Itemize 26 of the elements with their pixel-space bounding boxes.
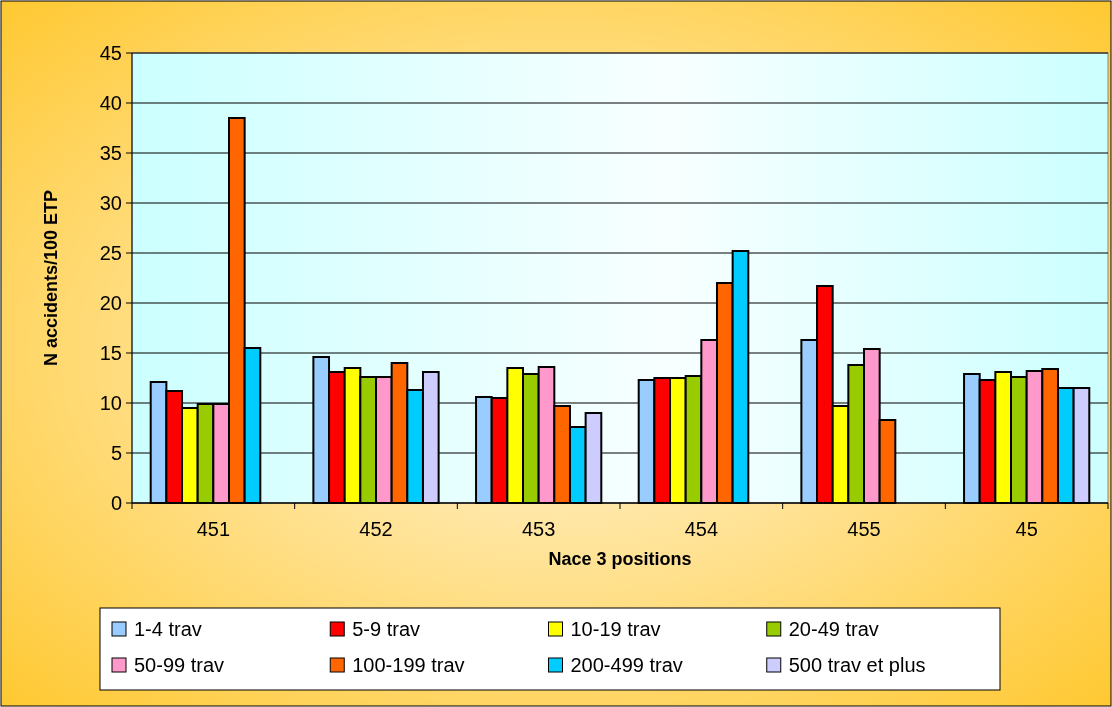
legend-label: 500 trav et plus	[788, 654, 926, 676]
legend-label: 200-499 trav	[570, 654, 683, 676]
y-tick-label: 35	[99, 142, 122, 164]
y-tick-label: 15	[99, 342, 122, 364]
y-tick-label: 45	[99, 42, 122, 64]
y-tick-label: 40	[99, 92, 122, 114]
y-tick-label: 0	[110, 492, 122, 514]
y-tick-label: 20	[99, 292, 122, 314]
legend-label: 100-199 trav	[352, 654, 465, 676]
legend-label: 50-99 trav	[134, 654, 225, 676]
x-tick-label: 451	[196, 518, 231, 540]
x-tick-label: 452	[359, 518, 393, 540]
x-axis-title: Nace 3 positions	[548, 549, 692, 569]
y-tick-label: 25	[99, 242, 122, 264]
legend-label: 5-9 trav	[352, 618, 421, 640]
x-tick-label: 454	[684, 518, 719, 540]
x-tick-label: 45	[1015, 518, 1038, 540]
y-tick-label: 10	[99, 392, 122, 414]
legend-label: 10-19 trav	[570, 618, 661, 640]
y-axis-title: N accidents/100 ETP	[41, 189, 61, 367]
legend-label: 20-49 trav	[788, 618, 879, 640]
y-tick-label: 5	[110, 442, 122, 464]
x-tick-label: 455	[847, 518, 881, 540]
y-tick-label: 30	[99, 192, 122, 214]
x-tick-label: 453	[521, 518, 556, 540]
legend-label: 1-4 trav	[134, 618, 202, 640]
